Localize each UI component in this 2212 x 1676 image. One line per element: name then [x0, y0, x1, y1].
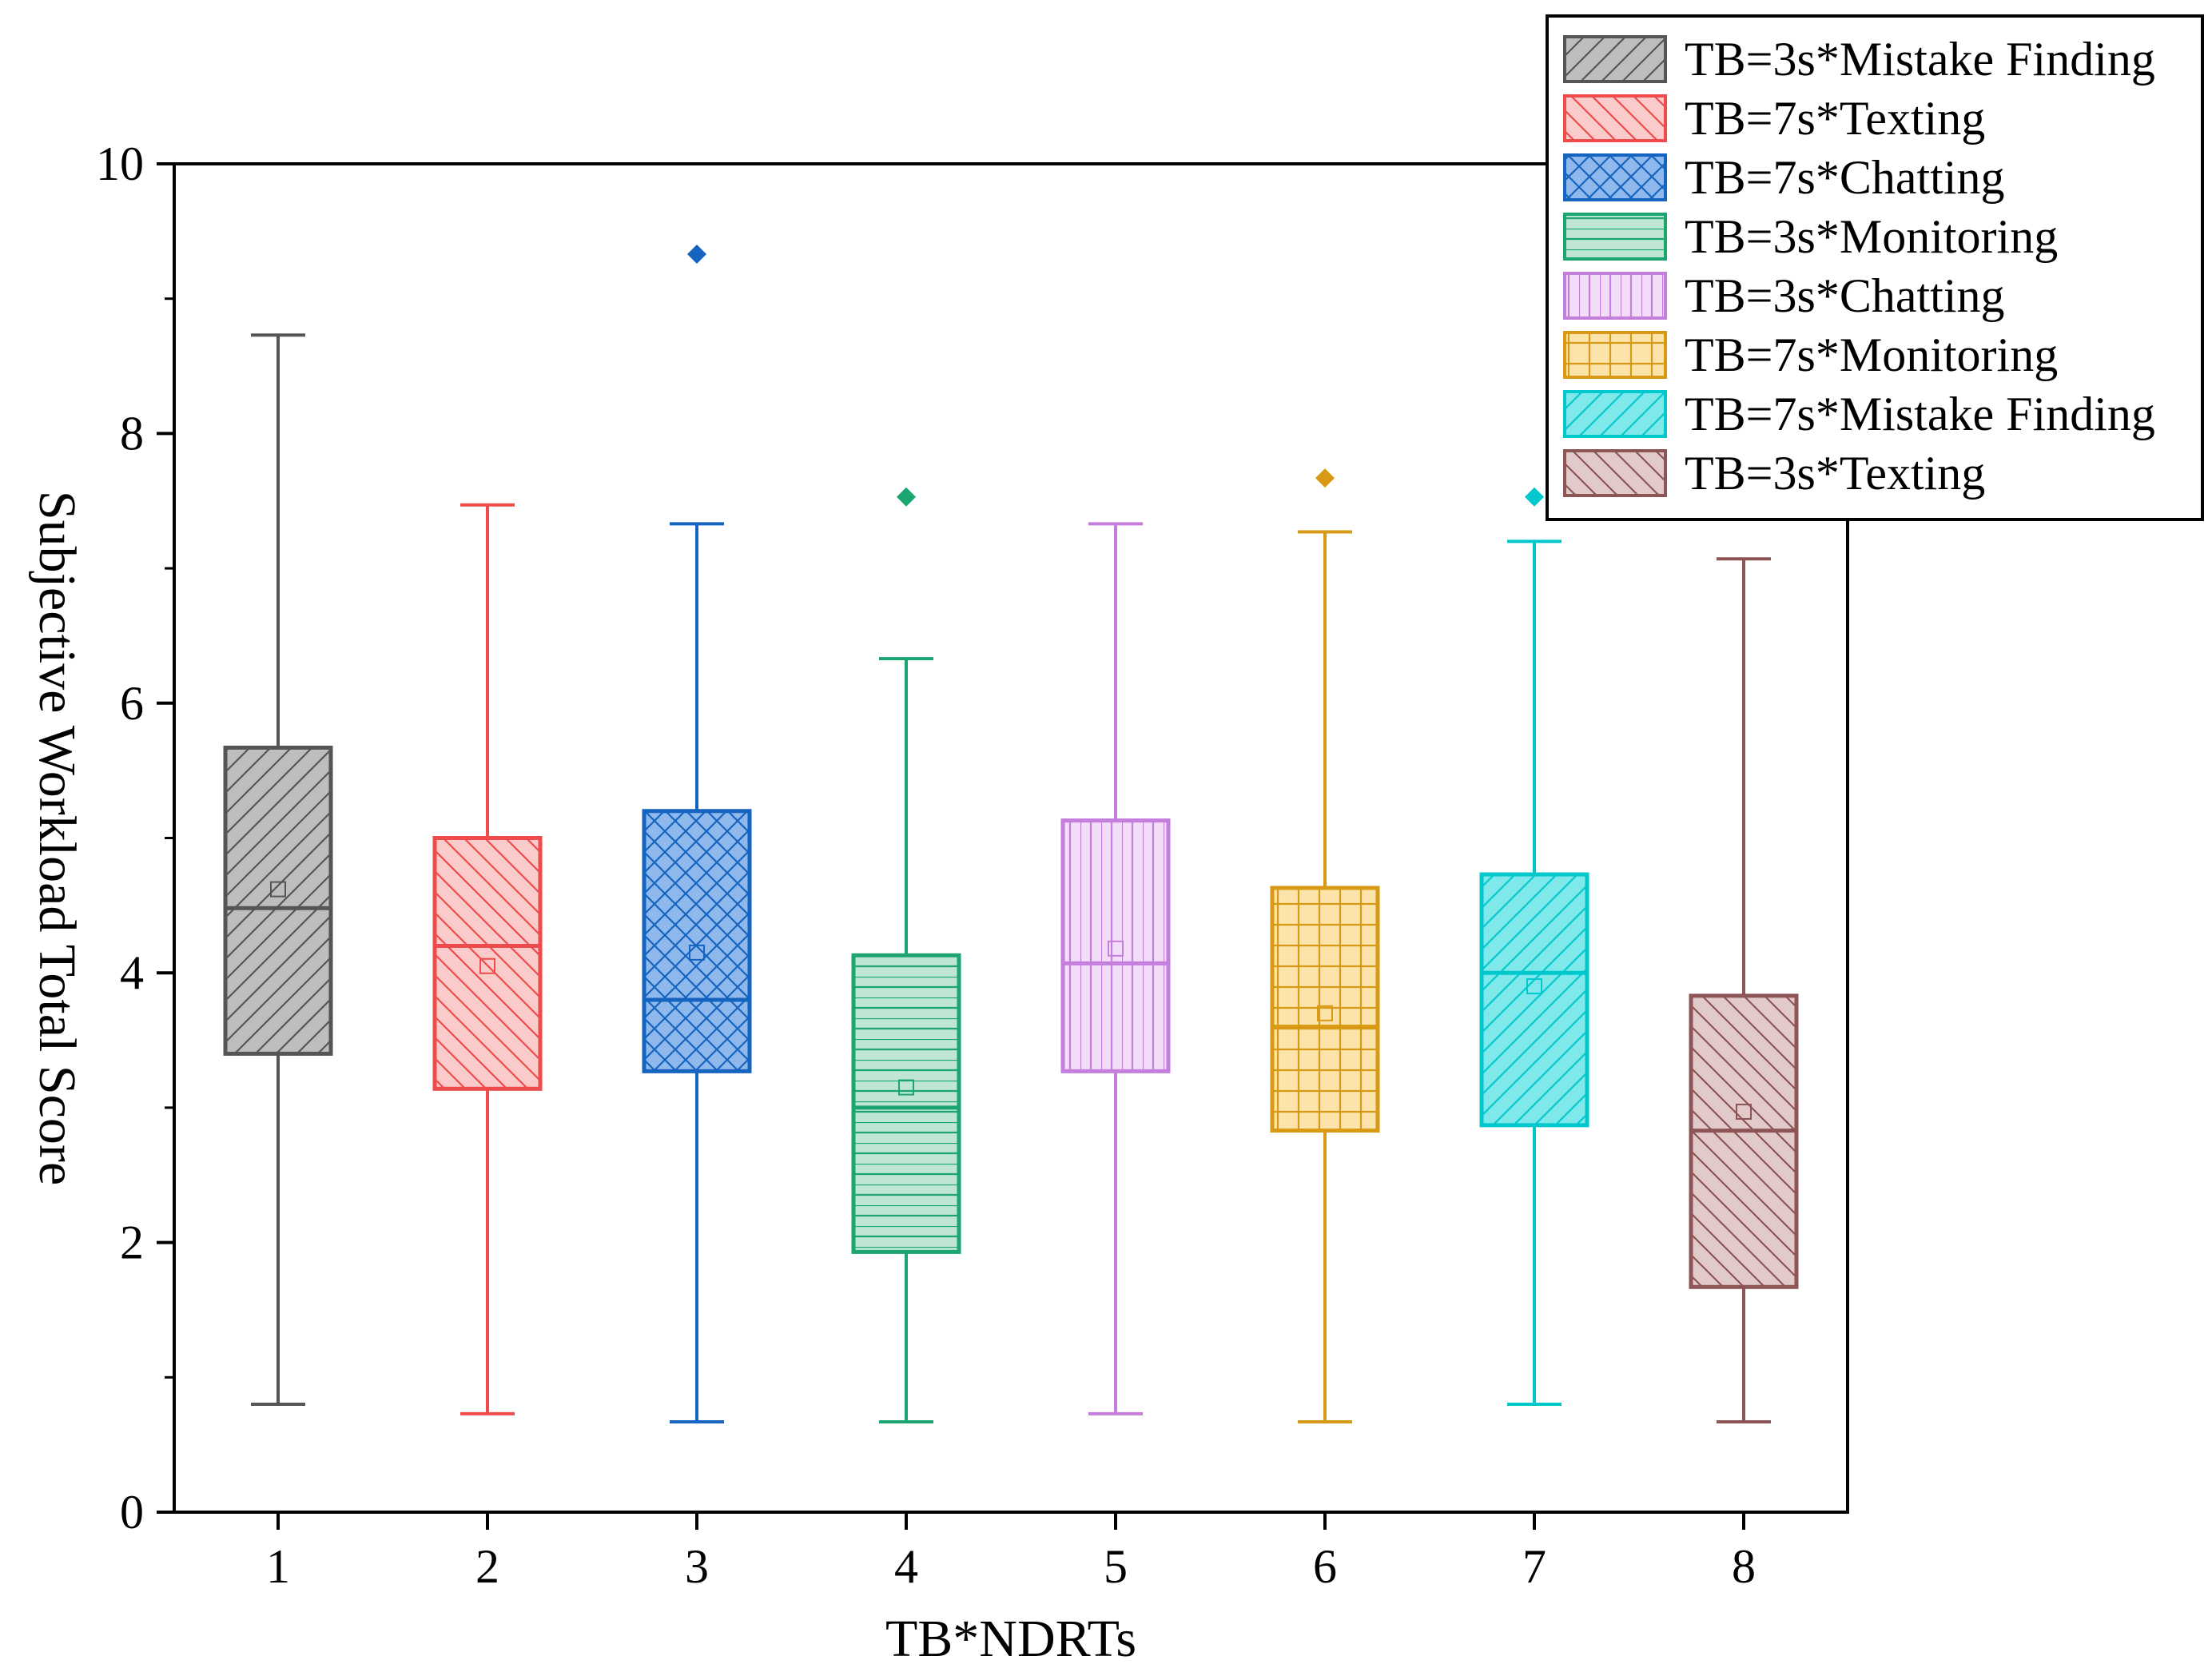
x-tick-label: 2 [475, 1540, 499, 1593]
box-3 [642, 245, 752, 1423]
legend-swatch [1563, 449, 1667, 497]
y-tick-label: 0 [120, 1486, 144, 1539]
outlier-point [897, 487, 916, 507]
mean-marker [689, 944, 705, 961]
mean-marker [1317, 1005, 1333, 1021]
outlier-point [1525, 487, 1544, 507]
legend: TB=3s*Mistake Finding TB=7s*Texting TB=7s*… [1546, 14, 2204, 521]
box-6 [1270, 468, 1380, 1423]
x-tick-label: 3 [685, 1540, 709, 1593]
legend-item-1: TB=3s*Mistake Finding [1563, 33, 2155, 86]
y-axis-title: Subjective Workload Total Score [28, 491, 86, 1185]
x-tick-label: 8 [1732, 1540, 1756, 1593]
plot-area [223, 245, 1799, 1423]
legend-label: TB=7s*Texting [1685, 92, 1985, 145]
legend-label: TB=7s*Monitoring [1685, 328, 2058, 381]
x-tick-label: 6 [1313, 1540, 1337, 1593]
box-iqr [1270, 886, 1380, 1133]
legend-label: TB=7s*Chatting [1685, 151, 2005, 204]
mean-marker [1108, 940, 1124, 957]
legend-swatch [1563, 94, 1667, 142]
x-tick-label: 1 [266, 1540, 290, 1593]
box-1 [223, 333, 333, 1407]
y-tick-label: 4 [120, 946, 144, 999]
legend-swatch [1563, 331, 1667, 379]
mean-marker [270, 881, 286, 898]
box-iqr [223, 745, 333, 1056]
legend-label: TB=3s*Monitoring [1685, 210, 2058, 263]
outlier-point [687, 245, 706, 265]
legend-swatch [1563, 390, 1667, 438]
legend-item-4: TB=3s*Monitoring [1563, 210, 2058, 263]
legend-swatch [1563, 272, 1667, 320]
y-tick-label: 2 [120, 1216, 144, 1269]
legend-label: TB=3s*Mistake Finding [1685, 33, 2155, 86]
legend-item-7: TB=7s*Mistake Finding [1563, 388, 2155, 440]
legend-label: TB=3s*Chatting [1685, 269, 2005, 322]
box-7 [1479, 487, 1589, 1407]
box-iqr [1060, 818, 1171, 1073]
box-iqr [851, 953, 961, 1254]
legend-swatch [1563, 35, 1667, 83]
x-tick-label: 7 [1522, 1540, 1546, 1593]
box-5 [1060, 522, 1171, 1415]
x-tick-label: 4 [894, 1540, 918, 1593]
outlier-point [1315, 468, 1335, 488]
box-iqr [642, 809, 752, 1073]
x-axis-title: TB*NDRTs [885, 1610, 1136, 1668]
legend-label: TB=7s*Mistake Finding [1685, 388, 2155, 440]
y-tick-label: 8 [120, 407, 144, 460]
mean-marker [898, 1079, 914, 1096]
box-iqr [1479, 872, 1589, 1128]
y-tick-label: 6 [120, 677, 144, 730]
box-2 [432, 503, 543, 1415]
y-tick-label: 10 [96, 137, 144, 190]
legend-item-6: TB=7s*Monitoring [1563, 328, 2058, 381]
legend-item-5: TB=3s*Chatting [1563, 269, 2005, 322]
x-tick-label: 5 [1104, 1540, 1128, 1593]
legend-item-2: TB=7s*Texting [1563, 92, 1985, 145]
legend-item-3: TB=7s*Chatting [1563, 151, 2005, 204]
legend-swatch [1563, 153, 1667, 201]
box-iqr [432, 836, 543, 1091]
mean-marker [479, 957, 495, 974]
mean-marker [1736, 1103, 1752, 1120]
mean-marker [1526, 978, 1542, 995]
legend-item-8: TB=3s*Texting [1563, 447, 1985, 500]
legend-swatch [1563, 213, 1667, 261]
legend-label: TB=3s*Texting [1685, 447, 1985, 500]
box-8 [1689, 557, 1799, 1423]
box-4 [851, 487, 961, 1423]
box-iqr [1689, 993, 1799, 1289]
